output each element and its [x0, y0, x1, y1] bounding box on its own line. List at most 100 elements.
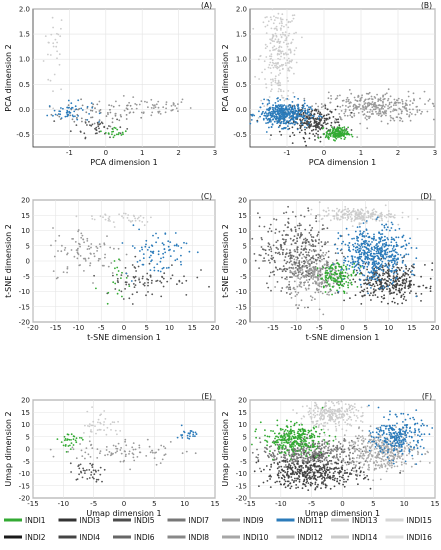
- data-point-indi13: [270, 55, 273, 58]
- data-point-indi11: [131, 245, 134, 247]
- data-point-indi7: [269, 223, 272, 226]
- data-point-indi9: [110, 262, 113, 264]
- data-point-indi9: [380, 120, 383, 123]
- data-point-indi1: [121, 295, 123, 298]
- data-point-indi13: [281, 68, 284, 70]
- data-point-indi7: [278, 251, 280, 254]
- data-point-indi7: [293, 273, 296, 275]
- data-point-indi5: [304, 485, 307, 488]
- data-point-indi9: [326, 263, 328, 265]
- data-point-indi7: [170, 109, 173, 112]
- data-point-indi9: [72, 448, 75, 451]
- data-point-indi9: [309, 295, 312, 298]
- data-point-indi13: [387, 220, 389, 223]
- data-point-indi9: [289, 269, 292, 272]
- data-point-indi11: [384, 249, 387, 252]
- data-point-indi7: [277, 248, 279, 251]
- data-point-indi13: [274, 75, 277, 78]
- data-point-indi13: [319, 417, 321, 420]
- data-point-indi7: [314, 468, 317, 471]
- data-point-indi9: [369, 108, 372, 111]
- data-point-indi9: [274, 286, 276, 288]
- data-point-indi7: [131, 107, 133, 110]
- data-point-indi13: [352, 208, 355, 210]
- data-point-indi7: [300, 245, 303, 248]
- data-point-indi11: [342, 240, 344, 243]
- data-point-indi7: [345, 455, 348, 458]
- data-point-indi13: [277, 81, 280, 83]
- data-point-indi7: [269, 271, 272, 274]
- data-point-indi7: [254, 259, 257, 262]
- data-point-indi5: [146, 272, 149, 275]
- data-point-indi9: [383, 113, 385, 115]
- data-point-indi11: [370, 271, 372, 274]
- data-point-indi11: [356, 263, 359, 265]
- data-point-indi7: [304, 457, 307, 460]
- data-point-indi11: [162, 266, 165, 269]
- data-point-indi13: [133, 215, 136, 218]
- data-point-indi5: [134, 275, 137, 278]
- data-point-indi9: [97, 259, 100, 262]
- data-point-indi13: [292, 17, 295, 20]
- data-point-indi7: [303, 449, 306, 452]
- data-point-indi9: [145, 455, 148, 457]
- data-point-indi5: [304, 131, 306, 134]
- data-point-indi11: [408, 242, 410, 245]
- data-point-indi7: [356, 437, 359, 440]
- data-point-indi11: [390, 238, 393, 241]
- data-point-indi11: [380, 287, 383, 289]
- data-point-indi11: [396, 258, 398, 260]
- data-point-indi9: [325, 285, 328, 288]
- data-point-indi7: [132, 96, 135, 98]
- data-point-indi1: [344, 131, 346, 133]
- data-point-indi9: [401, 99, 403, 101]
- data-point-indi11: [365, 252, 368, 255]
- data-point-indi13: [285, 36, 288, 38]
- data-point-indi5: [132, 283, 135, 285]
- data-point-indi7: [307, 240, 310, 243]
- data-point-indi9: [80, 449, 83, 452]
- data-point-indi7: [270, 248, 273, 250]
- data-point-indi9: [297, 277, 300, 279]
- data-point-indi11: [279, 109, 281, 112]
- data-point-indi9: [416, 109, 419, 111]
- data-point-indi7: [330, 451, 332, 453]
- data-point-indi1: [335, 273, 338, 276]
- data-point-indi7: [272, 244, 275, 247]
- data-point-indi9: [371, 106, 374, 109]
- data-point-indi11: [370, 253, 372, 255]
- data-point-indi5: [405, 277, 408, 280]
- data-point-indi11: [142, 253, 145, 256]
- data-point-indi5: [402, 280, 405, 282]
- data-point-indi13: [349, 423, 351, 426]
- data-point-indi9: [412, 92, 415, 95]
- data-point-indi13: [321, 217, 324, 220]
- data-point-indi9: [405, 109, 408, 111]
- data-point-indi5: [354, 281, 357, 283]
- data-point-indi5: [315, 128, 317, 131]
- data-point-indi11: [385, 243, 387, 246]
- data-point-indi1: [118, 289, 121, 292]
- data-point-indi7: [293, 235, 296, 238]
- data-point-indi5: [82, 467, 84, 470]
- data-point-indi11: [281, 117, 284, 120]
- data-point-indi1: [340, 129, 343, 131]
- data-point-indi11: [382, 256, 385, 259]
- data-point-indi11: [75, 108, 78, 111]
- data-point-indi5: [116, 277, 119, 280]
- data-point-indi7: [321, 245, 324, 248]
- data-point-indi1: [343, 275, 345, 278]
- x-tick-label: -5: [98, 324, 105, 332]
- data-point-indi9: [295, 275, 297, 277]
- data-point-indi13: [323, 410, 326, 413]
- data-point-indi11: [274, 110, 277, 113]
- data-point-indi3: [119, 126, 122, 129]
- data-point-indi11: [148, 246, 151, 249]
- data-point-indi13: [355, 409, 358, 411]
- data-point-indi9: [80, 232, 83, 235]
- data-point-indi13: [285, 24, 288, 26]
- data-point-indi9: [356, 136, 359, 139]
- data-point-indi13: [342, 419, 345, 421]
- data-point-indi7: [297, 257, 299, 260]
- data-point-indi9: [363, 109, 366, 111]
